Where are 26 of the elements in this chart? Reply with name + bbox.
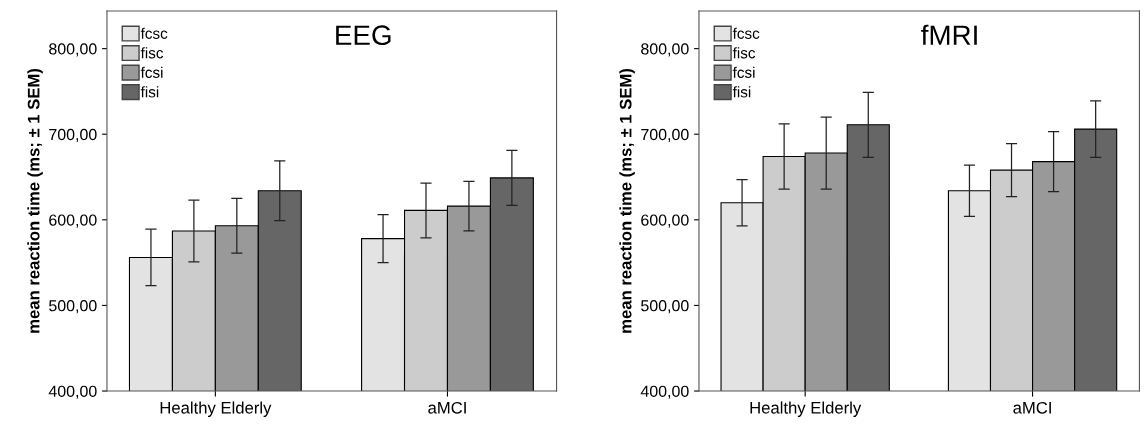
legend-label: fcsi (140, 66, 163, 78)
legend-label: fcsi (732, 66, 755, 78)
legend-label: fcsc (732, 27, 760, 39)
legend-label: fisi (732, 86, 751, 98)
y-tick-label: 400,00 (48, 385, 97, 399)
y-tick-label: 600,00 (49, 214, 97, 228)
y-tick-label: 500,00 (49, 300, 97, 314)
y-tick-label: 400,00 (640, 385, 689, 399)
y-tick-label: 700,00 (49, 128, 97, 143)
legend-label: fisc (732, 47, 756, 59)
y-axis-title: mean reaction time (ms; ± 1 SEM) (27, 68, 43, 333)
y-tick-label: 700,00 (641, 128, 689, 143)
x-tick-label: aMCI (428, 401, 466, 414)
x-tick-label: Healthy Elderly (750, 401, 862, 417)
legend-label: fisi (140, 86, 159, 98)
y-tick-label: 500,00 (641, 300, 689, 314)
chart-title: EEG (336, 25, 391, 46)
chart-title: fMRI (921, 24, 977, 45)
y-tick-label: 800,00 (641, 43, 689, 57)
y-axis-title: mean reaction time (ms; ± 1 SEM) (619, 68, 635, 333)
x-tick-label: Healthy Elderly (160, 401, 272, 417)
y-tick-label: 800,00 (49, 43, 97, 57)
x-tick-label: aMCI (1013, 401, 1051, 414)
y-tick-label: 600,00 (641, 214, 689, 228)
legend-label: fisc (140, 47, 164, 59)
legend-label: fcsc (140, 27, 168, 39)
